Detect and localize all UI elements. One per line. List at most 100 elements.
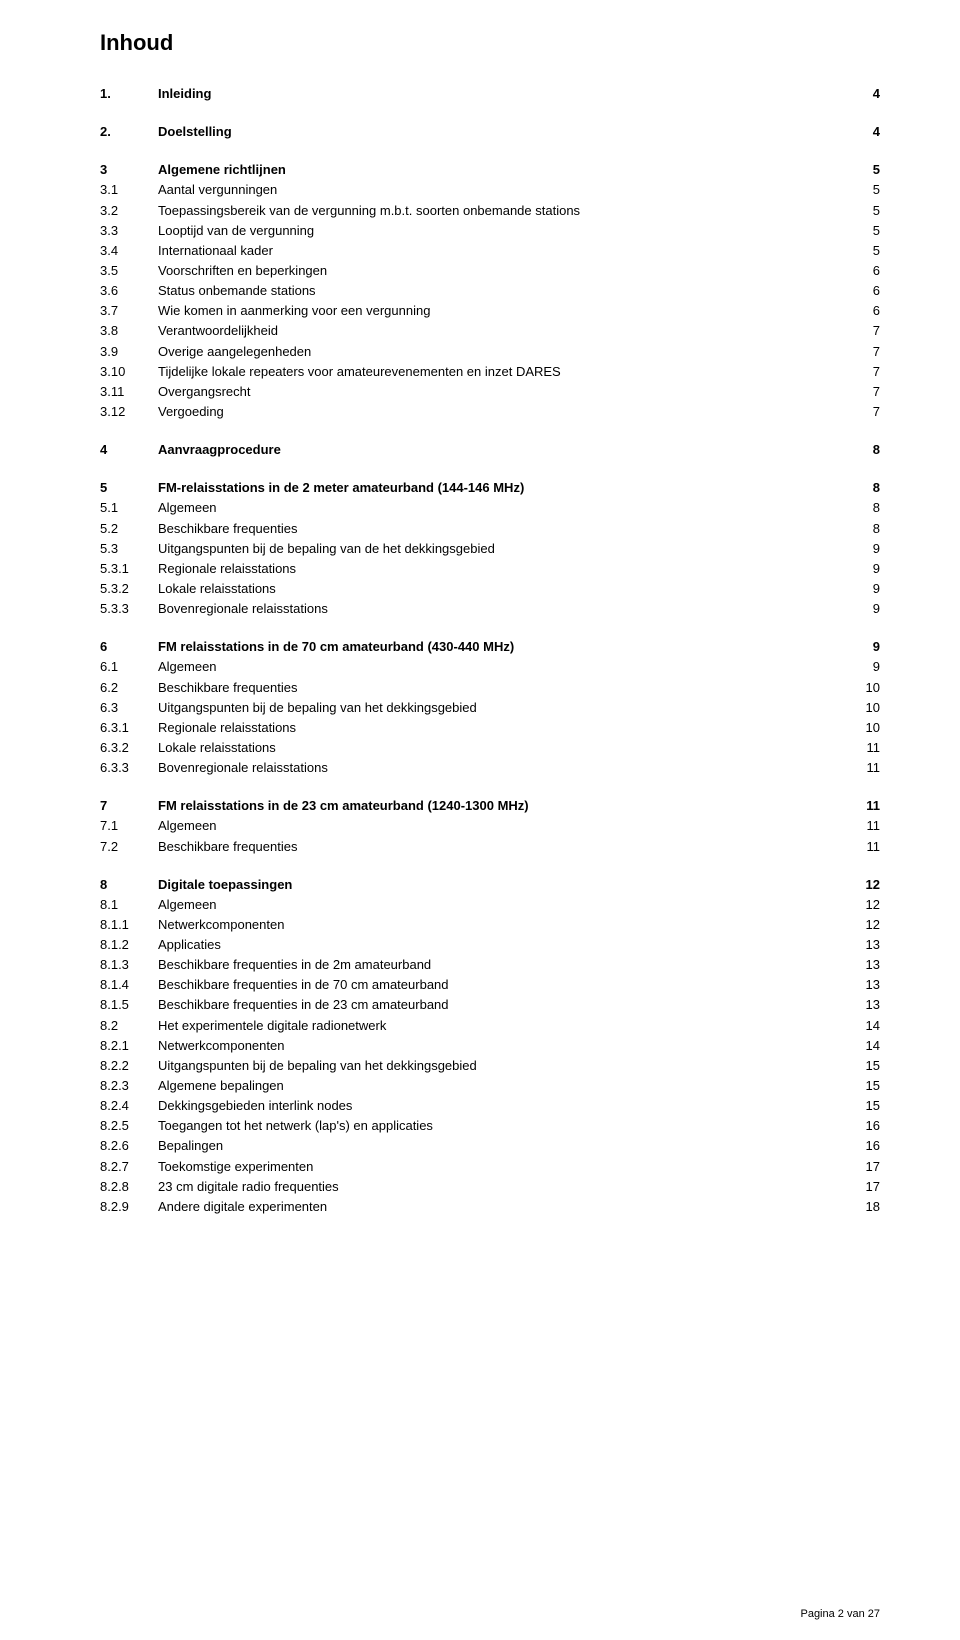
toc-entry-page: 15 — [850, 1096, 880, 1116]
toc-entry-label: 23 cm digitale radio frequenties — [158, 1177, 850, 1197]
toc-entry-label: Looptijd van de vergunning — [158, 221, 850, 241]
toc-entry-number: 8.2.1 — [100, 1036, 158, 1056]
toc-entry-page: 6 — [850, 301, 880, 321]
toc-row: 8.2.5Toegangen tot het netwerk (lap's) e… — [100, 1116, 880, 1136]
toc-entry-number: 8.2.7 — [100, 1157, 158, 1177]
toc-entry-page: 5 — [850, 201, 880, 221]
toc-row: 7FM relaisstations in de 23 cm amateurba… — [100, 796, 880, 816]
toc-entry-number: 5.1 — [100, 498, 158, 518]
toc-entry-page: 15 — [850, 1076, 880, 1096]
toc-entry-label: Voorschriften en beperkingen — [158, 261, 850, 281]
toc-row: 5.3.3Bovenregionale relaisstations9 — [100, 599, 880, 619]
toc-row: 3.6Status onbemande stations6 — [100, 281, 880, 301]
toc-entry-label: FM relaisstations in de 70 cm amateurban… — [158, 637, 850, 657]
toc-entry-label: FM-relaisstations in de 2 meter amateurb… — [158, 478, 850, 498]
toc-entry-number: 8.2.8 — [100, 1177, 158, 1197]
toc-row: 8.2.6Bepalingen16 — [100, 1136, 880, 1156]
toc-row: 2.Doelstelling4 — [100, 122, 880, 142]
toc-row: 3.3Looptijd van de vergunning5 — [100, 221, 880, 241]
toc-entry-label: Algemeen — [158, 816, 850, 836]
toc-row: 1.Inleiding4 — [100, 84, 880, 104]
section-gap — [100, 857, 880, 875]
toc-entry-page: 9 — [850, 579, 880, 599]
toc-entry-page: 4 — [850, 84, 880, 104]
toc-entry-label: Doelstelling — [158, 122, 850, 142]
toc-entry-number: 3.4 — [100, 241, 158, 261]
toc-entry-label: Algemeen — [158, 498, 850, 518]
toc-entry-page: 14 — [850, 1016, 880, 1036]
toc-entry-label: Andere digitale experimenten — [158, 1197, 850, 1217]
toc-entry-page: 17 — [850, 1157, 880, 1177]
toc-entry-label: Beschikbare frequenties — [158, 837, 850, 857]
toc-row: 4Aanvraagprocedure8 — [100, 440, 880, 460]
toc-entry-page: 9 — [850, 559, 880, 579]
toc-entry-label: Bovenregionale relaisstations — [158, 758, 850, 778]
section-gap — [100, 619, 880, 637]
toc-entry-page: 13 — [850, 955, 880, 975]
toc-row: 7.1Algemeen11 — [100, 816, 880, 836]
toc-row: 5.3Uitgangspunten bij de bepaling van de… — [100, 539, 880, 559]
toc-entry-number: 6.3 — [100, 698, 158, 718]
toc-entry-number: 3.12 — [100, 402, 158, 422]
toc-entry-page: 7 — [850, 321, 880, 341]
toc-entry-label: FM relaisstations in de 23 cm amateurban… — [158, 796, 850, 816]
toc-entry-page: 13 — [850, 935, 880, 955]
toc-row: 3Algemene richtlijnen5 — [100, 160, 880, 180]
toc-entry-number: 7 — [100, 796, 158, 816]
toc-entry-page: 9 — [850, 637, 880, 657]
toc-row: 3.9Overige aangelegenheden7 — [100, 342, 880, 362]
toc-row: 8.1.5Beschikbare frequenties in de 23 cm… — [100, 995, 880, 1015]
toc-entry-label: Beschikbare frequenties in de 2m amateur… — [158, 955, 850, 975]
toc-entry-number: 8.1.5 — [100, 995, 158, 1015]
toc-row: 8.1.4Beschikbare frequenties in de 70 cm… — [100, 975, 880, 995]
toc-entry-page: 13 — [850, 975, 880, 995]
toc-entry-page: 12 — [850, 875, 880, 895]
toc-entry-page: 17 — [850, 1177, 880, 1197]
toc-row: 8.2.4Dekkingsgebieden interlink nodes15 — [100, 1096, 880, 1116]
toc-entry-label: Tijdelijke lokale repeaters voor amateur… — [158, 362, 850, 382]
toc-entry-page: 4 — [850, 122, 880, 142]
toc-entry-label: Bepalingen — [158, 1136, 850, 1156]
toc-entry-label: Inleiding — [158, 84, 850, 104]
toc-entry-page: 15 — [850, 1056, 880, 1076]
toc-entry-page: 16 — [850, 1116, 880, 1136]
toc-entry-number: 8.2.6 — [100, 1136, 158, 1156]
toc-entry-number: 3.9 — [100, 342, 158, 362]
toc-entry-number: 8.1.2 — [100, 935, 158, 955]
toc-entry-label: Bovenregionale relaisstations — [158, 599, 850, 619]
toc-entry-number: 3.11 — [100, 382, 158, 402]
toc-entry-number: 3.10 — [100, 362, 158, 382]
toc-entry-number: 8.1 — [100, 895, 158, 915]
toc-row: 3.10Tijdelijke lokale repeaters voor ama… — [100, 362, 880, 382]
toc-entry-label: Beschikbare frequenties in de 70 cm amat… — [158, 975, 850, 995]
toc-entry-number: 3 — [100, 160, 158, 180]
toc-entry-number: 7.1 — [100, 816, 158, 836]
toc-entry-label: Vergoeding — [158, 402, 850, 422]
toc-row: 3.7Wie komen in aanmerking voor een verg… — [100, 301, 880, 321]
toc-entry-page: 8 — [850, 519, 880, 539]
toc-entry-page: 9 — [850, 657, 880, 677]
toc-entry-page: 7 — [850, 382, 880, 402]
toc-entry-label: Algemeen — [158, 657, 850, 677]
toc-entry-label: Status onbemande stations — [158, 281, 850, 301]
toc-entry-number: 3.6 — [100, 281, 158, 301]
toc-row: 8.2.2Uitgangspunten bij de bepaling van … — [100, 1056, 880, 1076]
toc-row: 3.4Internationaal kader5 — [100, 241, 880, 261]
toc-entry-number: 6.2 — [100, 678, 158, 698]
toc-entry-label: Beschikbare frequenties — [158, 519, 850, 539]
toc-entry-label: Verantwoordelijkheid — [158, 321, 850, 341]
toc-row: 3.1Aantal vergunningen5 — [100, 180, 880, 200]
toc-row: 5FM-relaisstations in de 2 meter amateur… — [100, 478, 880, 498]
toc-row: 3.11Overgangsrecht7 — [100, 382, 880, 402]
toc-entry-label: Aanvraagprocedure — [158, 440, 850, 460]
toc-entry-number: 8.1.1 — [100, 915, 158, 935]
toc-row: 7.2Beschikbare frequenties11 — [100, 837, 880, 857]
toc-entry-number: 8.2.5 — [100, 1116, 158, 1136]
toc-row: 3.8Verantwoordelijkheid7 — [100, 321, 880, 341]
toc-entry-page: 11 — [850, 816, 880, 836]
toc-entry-number: 8 — [100, 875, 158, 895]
toc-entry-label: Algemeen — [158, 895, 850, 915]
toc-entry-label: Toepassingsbereik van de vergunning m.b.… — [158, 201, 850, 221]
toc-entry-number: 3.1 — [100, 180, 158, 200]
toc-row: 6.1Algemeen9 — [100, 657, 880, 677]
